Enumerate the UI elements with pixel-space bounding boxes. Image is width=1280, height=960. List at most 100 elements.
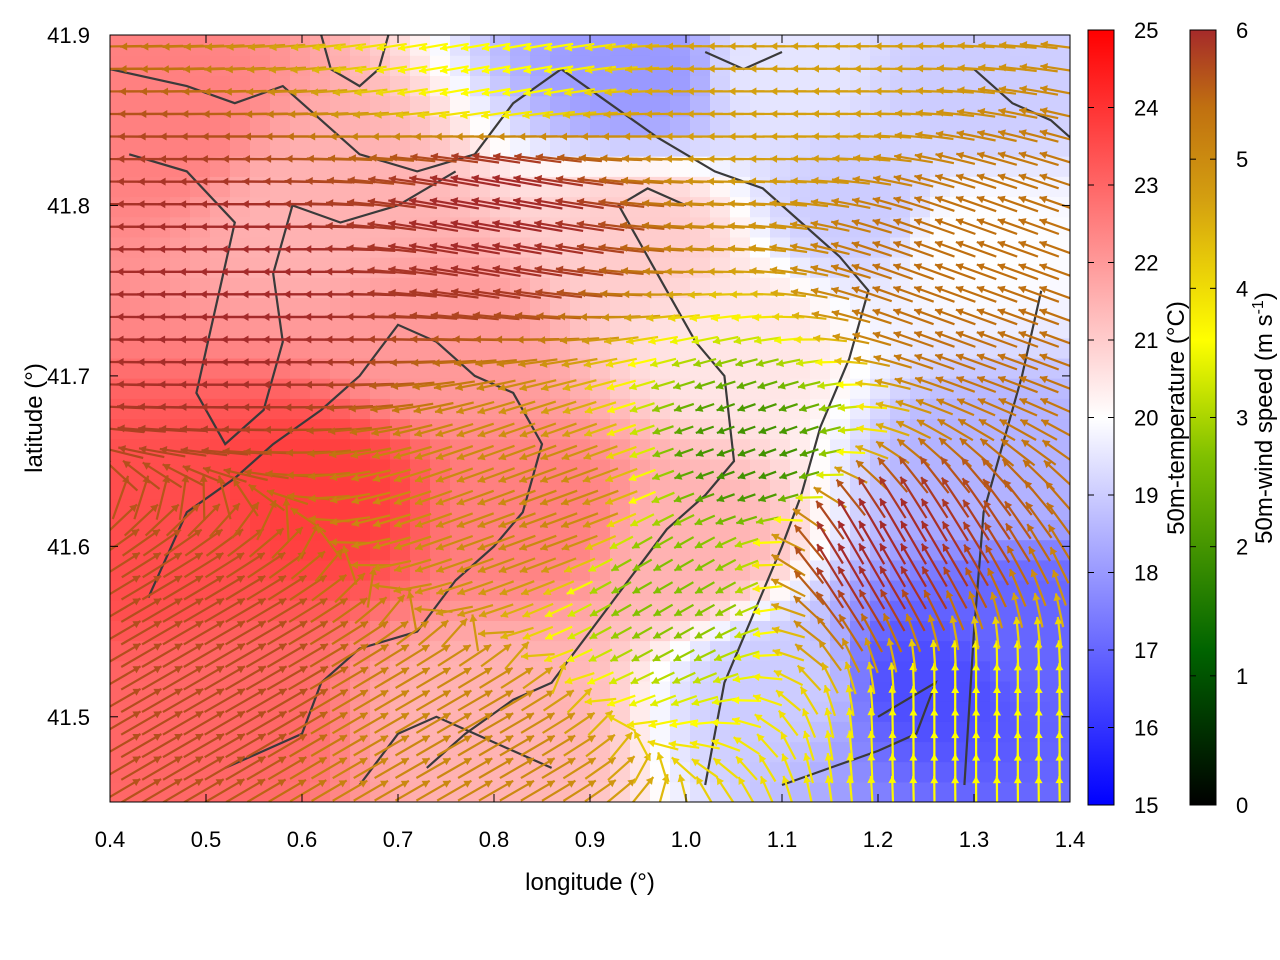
- heatmap-cell: [750, 115, 771, 137]
- wind-arrow: [245, 620, 288, 646]
- wind-arrow: [514, 311, 561, 320]
- heatmap-cell: [730, 660, 751, 682]
- wind-arrow: [374, 734, 410, 757]
- wind-arrow: [311, 88, 348, 97]
- wind-arrow: [476, 379, 516, 392]
- wind-arrow: [346, 244, 396, 253]
- wind-arrow: [673, 536, 695, 549]
- wind-arrow: [832, 333, 870, 345]
- wind-arrow: [651, 671, 675, 685]
- wind-arrow: [872, 175, 913, 187]
- heatmap-cell: [950, 135, 971, 157]
- wind-arrow: [872, 218, 914, 235]
- wind-arrow: [984, 544, 1010, 586]
- heatmap-cell: [210, 115, 231, 137]
- wind-arrow: [478, 734, 514, 757]
- heatmap-cell: [170, 135, 191, 157]
- heatmap-cell: [810, 156, 831, 177]
- wind-arrow: [759, 775, 774, 802]
- wind-arrow: [1039, 330, 1070, 345]
- heatmap-cell: [630, 75, 651, 97]
- wind-arrow: [162, 687, 204, 714]
- heatmap-cell: [750, 539, 771, 561]
- wind-arrow: [478, 779, 514, 802]
- wind-arrow: [915, 109, 954, 118]
- wind-arrow: [715, 581, 737, 595]
- wind-arrow: [934, 285, 976, 303]
- wind-arrow: [562, 379, 597, 392]
- wind-arrow: [519, 422, 557, 438]
- wind-arrow: [341, 545, 358, 585]
- wind-arrow: [481, 110, 512, 120]
- x-tick-label: 0.4: [95, 827, 126, 852]
- heatmap-cell: [1010, 701, 1031, 722]
- wind-arrow: [976, 195, 1018, 213]
- wind-arrow: [790, 288, 828, 299]
- wind-arrow: [900, 520, 927, 565]
- heatmap-cell: [550, 115, 571, 137]
- wind-arrow: [978, 63, 1016, 72]
- heatmap-cell: [810, 135, 831, 157]
- wind-arrow: [919, 456, 950, 494]
- wind-arrow: [695, 776, 713, 802]
- heatmap-cell: [570, 135, 591, 157]
- wind-arrow: [955, 353, 997, 371]
- wind-arrow: [737, 470, 756, 480]
- heatmap-cell: [850, 236, 871, 258]
- heatmap-cell: [370, 378, 391, 399]
- heatmap-cell: [570, 680, 591, 702]
- heatmap-cell: [250, 337, 271, 359]
- wind-arrow: [997, 263, 1039, 281]
- wind-arrow: [936, 64, 974, 73]
- wind-arrow: [435, 422, 474, 438]
- wind-arrow: [582, 512, 619, 528]
- heatmap-cell: [1010, 257, 1031, 278]
- wind-arrow: [713, 649, 738, 662]
- heatmap-cell: [290, 196, 311, 218]
- wind-arrow: [374, 643, 410, 667]
- wind-arrow: [824, 752, 834, 784]
- heatmap-cell: [510, 55, 531, 76]
- wind-arrow: [583, 357, 618, 368]
- wind-arrow: [1018, 285, 1060, 303]
- heatmap-cell: [910, 378, 931, 399]
- wind-arrow: [520, 779, 556, 802]
- wind-arrow: [1039, 129, 1070, 141]
- wind-arrow: [815, 566, 845, 609]
- wind-arrow: [416, 644, 451, 667]
- wind-arrow: [851, 219, 893, 234]
- wind-arrow: [223, 467, 268, 482]
- wind-arrow: [755, 516, 779, 525]
- heatmap-cell: [390, 95, 411, 117]
- heatmap-cell: [370, 761, 391, 783]
- wind-arrow: [388, 175, 437, 187]
- heatmap-cell: [110, 115, 131, 137]
- wind-arrow: [110, 778, 141, 799]
- wind-arrow: [895, 420, 932, 440]
- wind-arrow: [716, 425, 735, 435]
- wind-arrow: [673, 492, 695, 503]
- wind-arrow: [566, 648, 593, 663]
- heatmap-cell: [810, 95, 831, 117]
- wind-arrow: [1019, 41, 1058, 50]
- wind-arrow: [749, 267, 786, 275]
- wind-arrow: [141, 710, 183, 736]
- heatmap-cell: [250, 236, 271, 258]
- wind-arrow: [430, 152, 479, 164]
- heatmap-cell: [750, 701, 771, 722]
- wind-arrow: [371, 424, 413, 437]
- wind-arrow: [752, 584, 783, 593]
- heatmap-cell: [970, 721, 991, 743]
- heatmap-cell: [770, 196, 791, 218]
- wind-arrow: [245, 687, 288, 714]
- coastline: [128, 153, 457, 446]
- wind-arrow: [598, 198, 645, 208]
- wind-arrow: [331, 711, 369, 735]
- heatmap-cell: [550, 135, 571, 157]
- heatmap-cell: [290, 378, 311, 399]
- heatmap-cell: [610, 337, 631, 359]
- wind-arrow: [781, 775, 794, 802]
- wind-arrow: [1018, 173, 1060, 190]
- wind-arrow: [329, 492, 371, 504]
- wind-arrow: [204, 574, 246, 601]
